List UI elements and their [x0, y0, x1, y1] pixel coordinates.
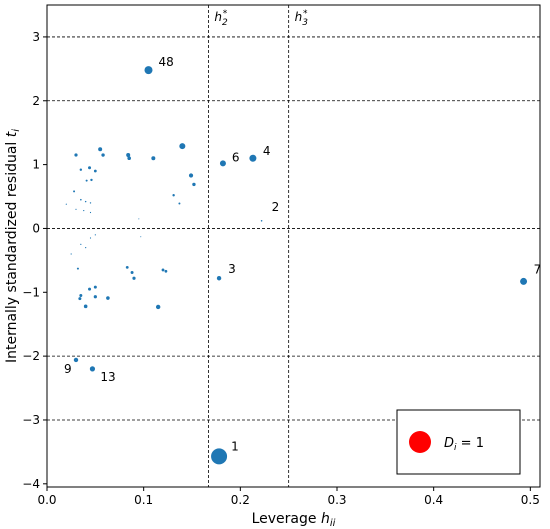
data-point — [79, 168, 83, 171]
data-point — [73, 357, 79, 363]
point-label: 9 — [64, 362, 72, 376]
data-point — [73, 190, 76, 193]
legend-label: Di = 1 — [444, 436, 484, 453]
data-point — [85, 246, 87, 249]
data-point — [89, 211, 92, 214]
data-point — [216, 276, 222, 281]
data-point — [132, 276, 136, 280]
axes: 0.0 0.1 0.2 0.3 0.4 0.5 3 2 1 0 −1 −2 −3 −4 Leverage h… — [4, 4, 541, 529]
y-tick-label: 3 — [32, 30, 40, 44]
data-point — [93, 169, 97, 173]
data-point — [260, 219, 263, 222]
point-labels: 48 6 4 2 3 7 9 13 1 — [64, 55, 541, 453]
data-point — [249, 154, 257, 162]
data-point — [93, 285, 97, 289]
x-tick-label: 0.3 — [327, 493, 346, 507]
x-tick-label: 0.5 — [521, 493, 540, 507]
data-point — [151, 156, 156, 161]
data-point — [89, 202, 92, 204]
x-tick-label: 0.4 — [424, 493, 443, 507]
data-point — [93, 295, 97, 299]
point-label: 6 — [232, 150, 240, 164]
data-point — [98, 147, 103, 152]
data-point — [80, 243, 82, 246]
data-point — [94, 234, 96, 236]
data-point — [130, 270, 134, 274]
legend-marker — [409, 431, 431, 453]
point-label: 48 — [159, 55, 174, 69]
data-point — [138, 218, 140, 220]
data-point — [88, 287, 92, 291]
y-tick-label: 0 — [32, 221, 40, 235]
y-tick-label: −3 — [22, 413, 40, 427]
reference-vline-label: h3* — [295, 9, 309, 28]
data-point — [188, 173, 194, 178]
y-tick-label: −1 — [22, 285, 40, 299]
data-point — [78, 297, 82, 301]
data-point — [211, 448, 228, 465]
x-tick-label: 0.0 — [37, 493, 56, 507]
data-point — [76, 267, 79, 270]
point-label: 3 — [228, 262, 236, 276]
axes-frame — [46, 4, 541, 488]
x-tick-label: 0.2 — [231, 493, 250, 507]
data-point — [85, 179, 88, 182]
data-point — [219, 160, 226, 167]
data-point — [161, 268, 165, 272]
y-tick-label: −4 — [22, 477, 40, 491]
y-axis-title: Internally standardized residual ti — [4, 129, 22, 363]
y-tick-label: −2 — [22, 349, 40, 363]
data-point — [192, 182, 196, 187]
y-tick-label: 1 — [32, 158, 40, 172]
data-point — [126, 153, 131, 158]
point-label: 4 — [263, 144, 271, 158]
data-point — [101, 153, 105, 157]
data-point — [172, 194, 175, 197]
data-point — [140, 236, 142, 238]
data-point — [127, 156, 131, 161]
point-label: 1 — [231, 439, 239, 453]
data-point — [88, 166, 92, 170]
data-point — [84, 200, 87, 203]
point-label: 2 — [272, 200, 280, 214]
data-point — [155, 304, 161, 310]
legend: Di = 1 — [396, 409, 521, 475]
data-point — [106, 296, 110, 300]
data-point — [65, 203, 67, 205]
data-point — [89, 237, 92, 239]
data-point — [79, 293, 83, 297]
data-point — [74, 153, 78, 157]
data-point — [164, 269, 168, 273]
data-point — [90, 178, 93, 182]
data-point — [125, 265, 129, 269]
x-tick-label: 0.1 — [134, 493, 153, 507]
point-label: 7 — [534, 262, 542, 276]
data-point — [178, 202, 181, 205]
data-point — [70, 253, 72, 255]
y-tick-label: 2 — [32, 94, 40, 108]
data-point — [144, 66, 153, 75]
point-label: 13 — [100, 370, 115, 384]
data-points — [65, 66, 528, 465]
x-axis-title: Leverage hii — [252, 511, 336, 529]
reference-vline-label: h2* — [214, 9, 228, 28]
data-point — [83, 209, 85, 212]
data-point — [520, 277, 528, 285]
data-point — [80, 198, 82, 201]
data-point — [89, 366, 96, 372]
plot-area: h2* h3* — [47, 5, 540, 487]
data-point — [179, 143, 186, 150]
data-point — [75, 208, 77, 210]
data-point — [83, 304, 88, 309]
